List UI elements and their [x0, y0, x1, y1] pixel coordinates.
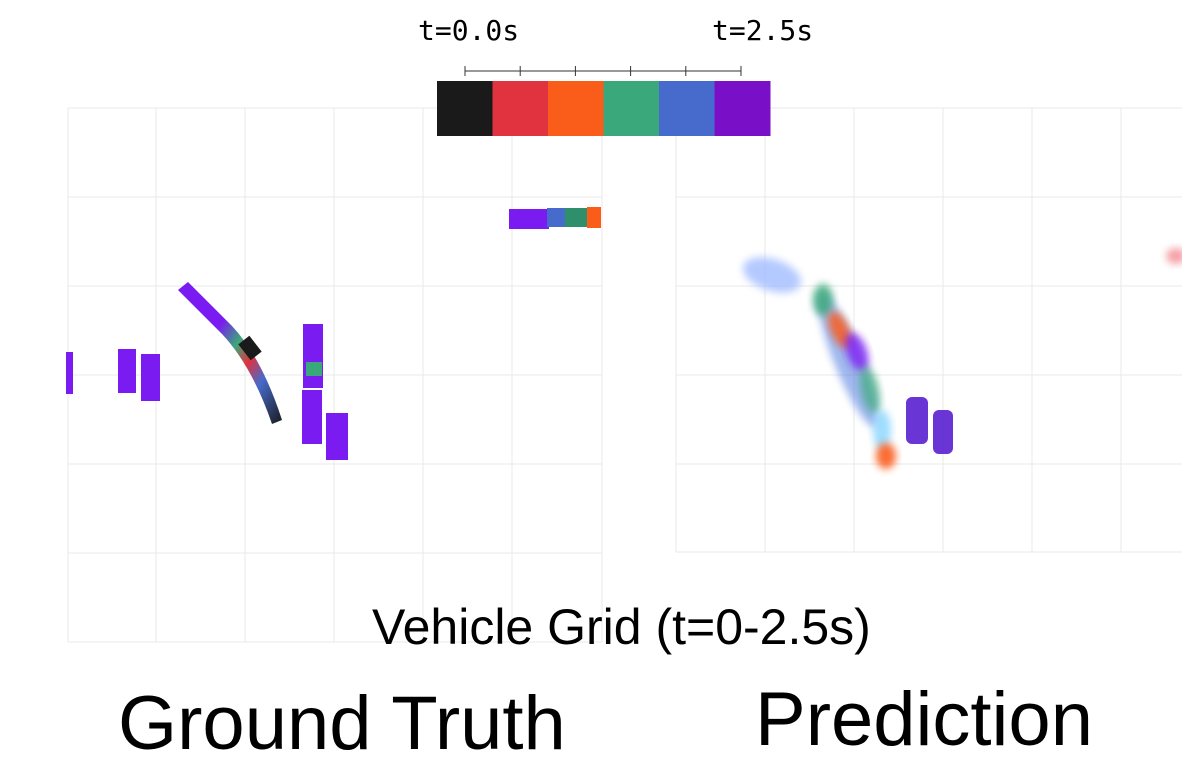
colorbar-swatch	[659, 81, 715, 136]
prediction-heatmap	[743, 248, 1182, 469]
gt-vehicle	[303, 324, 323, 388]
gt-vehicle	[141, 354, 160, 401]
gt-vehicle	[326, 413, 348, 460]
pred-blob	[876, 443, 896, 469]
pred-blob	[743, 257, 801, 293]
pred-vehicle	[906, 397, 928, 444]
prediction-grid	[675, 107, 1182, 553]
pred-blob	[813, 284, 833, 316]
gt-vehicle	[66, 352, 73, 394]
pred-vehicle	[933, 410, 953, 454]
gt-vehicle	[118, 349, 136, 393]
ground-truth-title: Ground Truth	[118, 681, 566, 766]
ground-truth-vehicles	[66, 207, 601, 460]
gt-vehicle	[565, 208, 587, 227]
colorbar-start-label: t=0.0s	[418, 14, 520, 47]
gt-vehicle	[302, 390, 322, 444]
colorbar	[437, 66, 771, 136]
colorbar-ticks	[464, 66, 742, 76]
prediction-title: Prediction	[755, 677, 1093, 762]
gt-vehicle	[238, 335, 262, 361]
pred-blob	[859, 366, 881, 414]
pred-blob	[845, 332, 869, 372]
pred-blob	[1166, 248, 1182, 264]
colorbar-swatch	[548, 81, 604, 136]
colorbar-swatches	[437, 81, 771, 136]
pred-blob	[873, 410, 891, 450]
gt-vehicle	[547, 208, 565, 227]
figure-caption: Vehicle Grid (t=0-2.5s)	[372, 599, 871, 655]
gt-vehicle	[306, 362, 322, 376]
colorbar-swatch	[603, 81, 660, 136]
colorbar-swatch	[492, 81, 549, 136]
gt-vehicle	[587, 207, 601, 228]
colorbar-swatch	[437, 81, 493, 136]
gt-turning-trajectory	[178, 282, 282, 424]
colorbar-swatch	[714, 81, 771, 136]
colorbar-end-label: t=2.5s	[712, 14, 814, 47]
gt-vehicle	[509, 209, 549, 229]
